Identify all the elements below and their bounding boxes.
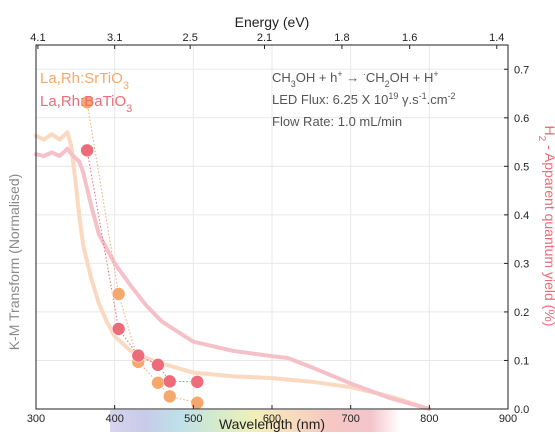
- aqy-point: [111, 287, 126, 301]
- y-right-tick-label: 0.4: [514, 210, 529, 222]
- top-tick-label: 1.4: [489, 32, 504, 44]
- top-tick-label: 3.1: [107, 32, 122, 44]
- spectrum-strip: [110, 410, 400, 432]
- aqy-point: [162, 374, 177, 389]
- x-tick-label: 400: [105, 413, 123, 425]
- y-right-tick-label: 0.6: [514, 113, 529, 125]
- top-tick-label: 1.6: [402, 32, 417, 44]
- top-tick-label: 2.1: [257, 32, 272, 44]
- km-curve-line: [34, 146, 432, 411]
- aqy-series: [80, 95, 205, 410]
- top-axis-title: Energy (eV): [235, 14, 310, 30]
- annotation-block: CH3OH + h+ → ·CH2OH + H+ LED Flux: 6.25 …: [272, 69, 456, 129]
- flux-annotation: LED Flux: 6.25 X 1019 γ.s-1.cm-2: [272, 91, 456, 107]
- aqy-point: [151, 358, 165, 372]
- x-tick-label: 900: [499, 413, 517, 425]
- x-axis-title: Wavelength (nm): [219, 416, 325, 432]
- aqy-point: [162, 389, 177, 404]
- y-right-tick-label: 0.2: [514, 307, 529, 319]
- y-right-tick-label: 0.0: [514, 404, 529, 416]
- x-tick-label: 500: [184, 413, 202, 425]
- y-right-tick-label: 0.1: [514, 355, 529, 367]
- km-curve-line: [34, 130, 432, 411]
- flow-annotation: Flow Rate: 1.0 mL/min: [272, 114, 402, 129]
- legend-item-batio3: La,Rh:BaTiO3: [40, 93, 132, 115]
- aqy-point: [111, 322, 126, 336]
- top-tick-label: 1.8: [334, 32, 349, 44]
- grid: [35, 45, 509, 409]
- aqy-point: [190, 375, 205, 389]
- y-right-tick-label: 0.5: [514, 161, 529, 173]
- x-tick-label: 600: [263, 413, 281, 425]
- reaction-annotation: CH3OH + h+ → ·CH2OH + H+: [272, 69, 439, 89]
- x-tick-label: 800: [420, 413, 438, 425]
- left-axis-title: K-M Transform (Normalised): [6, 174, 22, 351]
- right-axis-title: H2 - Apparent quantum yield (%): [537, 126, 555, 327]
- y-right-tick-label: 0.3: [514, 258, 529, 270]
- legend: La,Rh:SrTiO3 La,Rh:BaTiO3: [40, 70, 132, 115]
- x-tick-label: 700: [341, 413, 359, 425]
- y-right-tick-label: 0.7: [514, 64, 529, 76]
- legend-item-srtio3: La,Rh:SrTiO3: [40, 70, 129, 92]
- aqy-point: [151, 375, 165, 390]
- km-curves: [34, 130, 432, 411]
- x-tick-label: 300: [27, 413, 45, 425]
- aqy-point: [131, 348, 146, 363]
- aqy-point: [80, 95, 94, 110]
- top-tick-label: 2.5: [183, 32, 198, 44]
- top-tick-label: 4.1: [30, 32, 45, 44]
- aqy-connector-line: [86, 150, 198, 383]
- aqy-point: [190, 395, 205, 410]
- aqy-point: [80, 143, 94, 158]
